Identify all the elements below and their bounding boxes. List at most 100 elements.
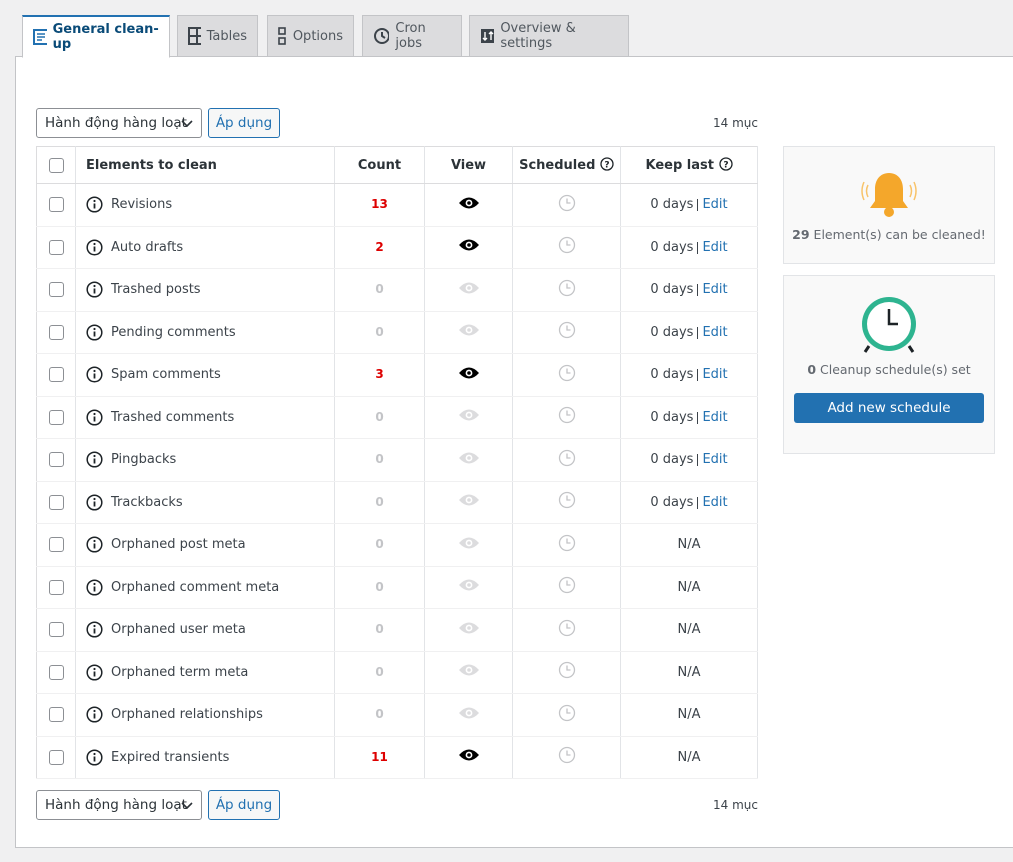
info-icon[interactable] [86,621,103,638]
column-header: Keep last ? [620,146,758,184]
view-icon[interactable] [458,748,480,762]
keep-last-cell: 0 days Edit [620,226,758,269]
keep-last-cell: N/A [620,651,758,694]
schedule-icon [558,364,575,381]
info-icon[interactable] [86,281,103,298]
edit-link[interactable]: Edit [697,326,728,339]
tab[interactable]: Overview & settings [469,15,629,57]
table-row: Orphaned comment meta 0 N/A [36,566,758,609]
keep-last-cell: 0 days Edit [620,183,758,227]
apply-button[interactable]: Áp dụng [208,790,280,820]
info-icon[interactable] [86,196,103,213]
keep-last-cell: N/A [620,566,758,609]
help-icon[interactable]: ? [600,157,614,171]
element-cell: Pingbacks [76,451,334,468]
schedule-icon [558,577,575,594]
info-icon[interactable] [86,366,103,383]
view-icon [458,537,479,549]
info-icon[interactable] [86,409,103,426]
checkbox[interactable] [48,324,64,340]
keep-last: 0 days [650,282,694,298]
count: 0 [375,664,384,679]
edit-link[interactable]: Edit [697,241,728,254]
keep-last-cell: 0 days Edit [620,268,758,312]
view-icon [458,707,479,719]
tab-label: Cron jobs [395,21,426,51]
checkbox[interactable] [48,452,64,468]
help-icon[interactable]: ? [718,157,733,171]
add-schedule-button[interactable]: Add new schedule [794,393,984,423]
tab[interactable]: Cron jobs [362,15,462,57]
checkbox[interactable] [48,622,64,638]
bulk-select[interactable]: Hành động hàng loạt [36,108,202,138]
view-icon [458,282,479,294]
edit-link[interactable]: Edit [697,368,728,382]
edit-link[interactable]: Edit [697,411,728,424]
keep-last-cell: 0 days Edit [620,481,758,524]
checkbox[interactable] [48,494,64,510]
info-icon[interactable] [86,451,103,468]
checkbox[interactable] [48,579,64,595]
schedule-icon [558,237,575,254]
count: 0 [375,494,384,509]
checkbox[interactable] [48,409,64,425]
tab-label: Tables [206,28,247,44]
schedule-icon [558,279,575,296]
element-name: Orphaned relationships [111,707,263,723]
checkbox[interactable] [48,157,64,173]
keep-last: 0 days [650,197,694,213]
element-cell: Trashed posts [76,281,334,298]
count: 11 [371,749,388,764]
svg-text:?: ? [723,161,728,171]
checkbox[interactable] [48,749,64,765]
edit-link[interactable]: Edit [697,453,728,467]
info-icon[interactable] [86,749,103,766]
info-icon[interactable] [86,664,103,681]
tab-icon [374,28,390,44]
checkbox[interactable] [48,664,64,680]
edit-link[interactable]: Edit [697,496,728,509]
schedule-icon [558,619,575,636]
element-cell: Orphaned comment meta [76,579,334,596]
keep-last: N/A [677,707,701,723]
checkbox[interactable] [48,367,64,383]
checkbox[interactable] [48,707,64,723]
element-name: Pending comments [111,324,236,340]
view-icon[interactable] [458,366,480,380]
info-icon[interactable] [86,324,103,341]
info-icon[interactable] [86,706,103,723]
checkbox[interactable] [48,537,64,553]
count: 0 [375,537,384,552]
edit-link[interactable]: Edit [697,198,728,212]
header-text: Keep last [645,158,714,173]
info-icon[interactable] [86,239,103,256]
keep-last: N/A [677,537,701,553]
view-icon[interactable] [458,238,480,252]
element-name: Trackbacks [111,494,183,510]
info-icon[interactable] [86,494,103,511]
view-icon[interactable] [458,196,480,210]
tab[interactable]: Tables [177,15,258,57]
element-name: Orphaned term meta [111,664,249,680]
schedule-icon [558,449,575,466]
header-text: Scheduled [519,158,596,173]
tab[interactable]: General clean-up [22,15,170,58]
tab-icon [278,27,286,45]
table-row: Pingbacks 0 0 days Edit [36,438,758,482]
info-icon[interactable] [86,579,103,596]
tab[interactable]: Options [267,15,354,57]
view-icon [458,622,479,634]
checkbox[interactable] [48,197,64,213]
checkbox[interactable] [48,239,64,255]
bulk-select-label: Hành động hàng loạt [45,115,187,131]
count: 0 [375,324,384,339]
keep-last-cell: N/A [620,736,758,779]
info-icon[interactable] [86,536,103,553]
table-row: Trashed posts 0 0 days Edit [36,268,758,312]
bulk-select[interactable]: Hành động hàng loạt [36,790,202,820]
tab-label: Overview & settings [500,21,576,51]
edit-link[interactable]: Edit [697,283,728,297]
checkbox[interactable] [48,282,64,298]
element-cell: Orphaned user meta [76,621,334,638]
apply-button[interactable]: Áp dụng [208,108,280,138]
